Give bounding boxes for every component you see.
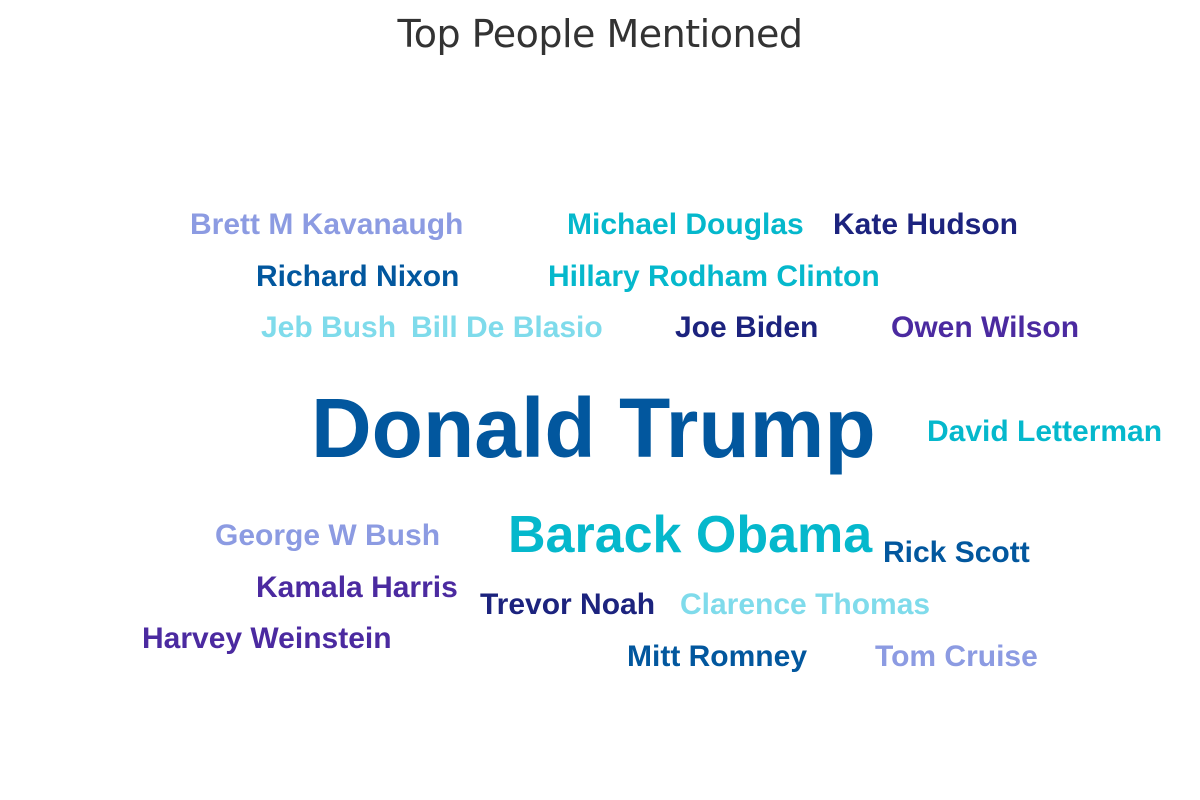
word-trevor-noah: Trevor Noah <box>480 588 656 621</box>
word-brett-m-kavanaugh: Brett M Kavanaugh <box>190 208 464 241</box>
word-mitt-romney: Mitt Romney <box>627 640 807 673</box>
word-donald-trump: Donald Trump <box>311 381 876 475</box>
word-david-letterman: David Letterman <box>927 415 1163 448</box>
word-tom-cruise: Tom Cruise <box>875 640 1038 673</box>
word-jeb-bush: Jeb Bush <box>261 311 397 344</box>
word-clarence-thomas: Clarence Thomas <box>680 588 931 621</box>
word-hillary-rodham-clinton: Hillary Rodham Clinton <box>548 260 880 293</box>
word-bill-de-blasio: Bill De Blasio <box>411 311 603 344</box>
word-george-w-bush: George W Bush <box>215 519 441 552</box>
chart-title: Top People Mentioned <box>397 12 803 56</box>
word-michael-douglas: Michael Douglas <box>567 208 804 241</box>
word-rick-scott: Rick Scott <box>883 536 1030 569</box>
word-kate-hudson: Kate Hudson <box>833 208 1019 241</box>
word-barack-obama: Barack Obama <box>508 506 873 564</box>
word-joe-biden: Joe Biden <box>675 311 819 344</box>
word-kamala-harris: Kamala Harris <box>256 571 458 604</box>
word-owen-wilson: Owen Wilson <box>891 311 1080 344</box>
word-harvey-weinstein: Harvey Weinstein <box>142 622 392 655</box>
word-richard-nixon: Richard Nixon <box>256 260 460 293</box>
